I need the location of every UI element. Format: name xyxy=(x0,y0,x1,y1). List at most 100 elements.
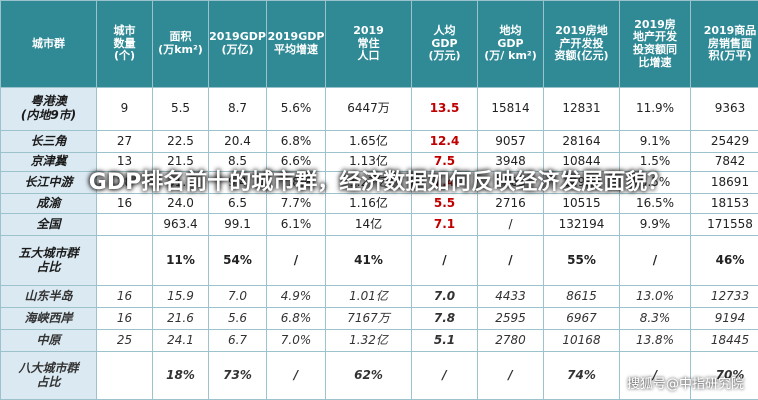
table-cell: 6.8% xyxy=(266,130,326,153)
header-cell: 人均 GDP (万元) xyxy=(411,0,478,88)
table-cell: 2963 xyxy=(477,171,544,194)
table-cell: 21.6 xyxy=(152,307,209,330)
table-cell: / xyxy=(411,351,478,400)
table-cell: 4.9% xyxy=(266,285,326,308)
table-cell: 99.1 xyxy=(208,213,267,236)
header-cell: 地均 GDP (万/ km²) xyxy=(477,0,544,88)
table-cell: 7167万 xyxy=(325,307,412,330)
table-cell: 8.3% xyxy=(619,307,691,330)
table-cell: 7.0 xyxy=(208,285,267,308)
table-cell: 62% xyxy=(325,351,412,400)
header-cell: 2019GDP (万亿) xyxy=(208,0,267,88)
table-cell: 55% xyxy=(543,235,620,286)
table-cell: 16 xyxy=(96,193,153,214)
table-cell: 长三角 xyxy=(0,130,97,153)
table-cell: 16.5% xyxy=(619,193,691,214)
table-cell: 41% xyxy=(325,235,412,286)
table-cell: / xyxy=(477,235,544,286)
table-cell: 18153 xyxy=(690,193,758,214)
table-cell: 八大城市群 占比 xyxy=(0,351,97,400)
table-cell xyxy=(96,235,153,286)
table-cell: 15.9 xyxy=(152,285,209,308)
table-cell: 132194 xyxy=(543,213,620,236)
header-cell: 2019 常住 人口 xyxy=(325,0,412,88)
table-cell: 9.1% xyxy=(619,130,691,153)
table-row: 八大城市群 占比 18% 73%/62% //74%/70% xyxy=(0,351,758,400)
table-cell: 5.6 xyxy=(208,307,267,330)
table-cell: 10844 xyxy=(543,152,620,172)
table-cell: 963.4 xyxy=(152,213,209,236)
table-cell: 46% xyxy=(690,235,758,286)
table-cell: 11.9% xyxy=(619,87,691,131)
table-cell: 12.4 xyxy=(411,130,478,153)
table-cell: 54% xyxy=(208,235,267,286)
table-row: 长江中游 28 31.7 9.4 7.8% 1.27亿 7.4 2963 12956 8.5% 18… xyxy=(0,171,758,194)
table-cell: 12956 xyxy=(543,171,620,194)
table-cell: 70% xyxy=(690,351,758,400)
table-cell: 9.9% xyxy=(619,213,691,236)
table-cell: 9057 xyxy=(477,130,544,153)
table-row: 全国 963.4 99.1 6.1% 14亿 7.1/132194 9.9% 171558 xyxy=(0,213,758,236)
table-row: 粤港澳 (内地9市) 9 5.5 8.7 5.6% 6447万 13.5 15814 12831… xyxy=(0,87,758,131)
table-cell: 2595 xyxy=(477,307,544,330)
header-row: 城市群 城市 数量 (个) 面积 (万km²) 2019GDP (万亿) 2019GDP… xyxy=(0,0,758,88)
table-cell: 7.8 xyxy=(411,307,478,330)
table-cell: 6.1% xyxy=(266,213,326,236)
table-cell: 6967 xyxy=(543,307,620,330)
table-cell: 3948 xyxy=(477,152,544,172)
table-row: 海峡西岸 16 21.6 5.6 6.8% 7167万 7.8 2595 6967 8.3% 919… xyxy=(0,307,758,330)
table-cell: 27 xyxy=(96,130,153,153)
table-cell: 12733 xyxy=(690,285,758,308)
table-cell: 9363 xyxy=(690,87,758,131)
table-cell: 5.6% xyxy=(266,87,326,131)
table-cell: 171558 xyxy=(690,213,758,236)
table-cell: 海峡西岸 xyxy=(0,307,97,330)
table-cell: 13.0% xyxy=(619,285,691,308)
table-cell: 28164 xyxy=(543,130,620,153)
table-cell: 8615 xyxy=(543,285,620,308)
table-cell xyxy=(96,351,153,400)
header-cell: 城市 数量 (个) xyxy=(96,0,153,88)
header-cell: 面积 (万km²) xyxy=(152,0,209,88)
table-cell: 7.0 xyxy=(411,285,478,308)
table-cell: 20.4 xyxy=(208,130,267,153)
table-cell: / xyxy=(477,351,544,400)
table-cell: 7.1 xyxy=(411,213,478,236)
table-cell: 5.5 xyxy=(152,87,209,131)
table-cell: 8.7 xyxy=(208,87,267,131)
table-cell: 2716 xyxy=(477,193,544,214)
table-cell: 10515 xyxy=(543,193,620,214)
table-cell: 京津冀 xyxy=(0,152,97,172)
table-cell: 1.65亿 xyxy=(325,130,412,153)
header-cell: 2019GDP 平均增速 xyxy=(266,0,326,88)
table-cell: 山东半岛 xyxy=(0,285,97,308)
table-cell: 25 xyxy=(96,329,153,352)
table-row: 京津冀 13 21.5 8.5 6.6% 1.13亿 7.5 3948 10844 1.5% 784… xyxy=(0,152,758,172)
table-cell: / xyxy=(411,235,478,286)
table-cell: 16 xyxy=(96,285,153,308)
table-cell: 中原 xyxy=(0,329,97,352)
table-cell: / xyxy=(477,213,544,236)
table-cell: 4433 xyxy=(477,285,544,308)
header-cell: 2019房 地产开发 投资额同 比增速 xyxy=(619,0,691,88)
table-cell: 11% xyxy=(152,235,209,286)
table-cell: 长江中游 xyxy=(0,171,97,194)
table-cell: 1.32亿 xyxy=(325,329,412,352)
table-cell: 5.1 xyxy=(411,329,478,352)
table-row: 五大城市群 占比 11% 54%/41% //55%/46% xyxy=(0,235,758,286)
table-cell: 21.5 xyxy=(152,152,209,172)
table-cell: 12831 xyxy=(543,87,620,131)
table-cell: 9 xyxy=(96,87,153,131)
table-cell: 全国 xyxy=(0,213,97,236)
table-cell: 7842 xyxy=(690,152,758,172)
table-cell: 9.4 xyxy=(208,171,267,194)
table-row: 长三角 27 22.5 20.4 6.8% 1.65亿 12.4 9057 28164 9.1% 2… xyxy=(0,130,758,153)
table-cell: 25429 xyxy=(690,130,758,153)
header-cell: 2019商品 房销售面 积(万平) xyxy=(690,0,758,88)
table-cell: 74% xyxy=(543,351,620,400)
table-cell: 24.1 xyxy=(152,329,209,352)
table-row: 中原 25 24.1 6.7 7.0% 1.32亿 5.1 2780 10168 13.8% 184… xyxy=(0,329,758,352)
table-row: 山东半岛 16 15.9 7.0 4.9% 1.01亿 7.0 4433 8615 13.0% 12… xyxy=(0,285,758,308)
